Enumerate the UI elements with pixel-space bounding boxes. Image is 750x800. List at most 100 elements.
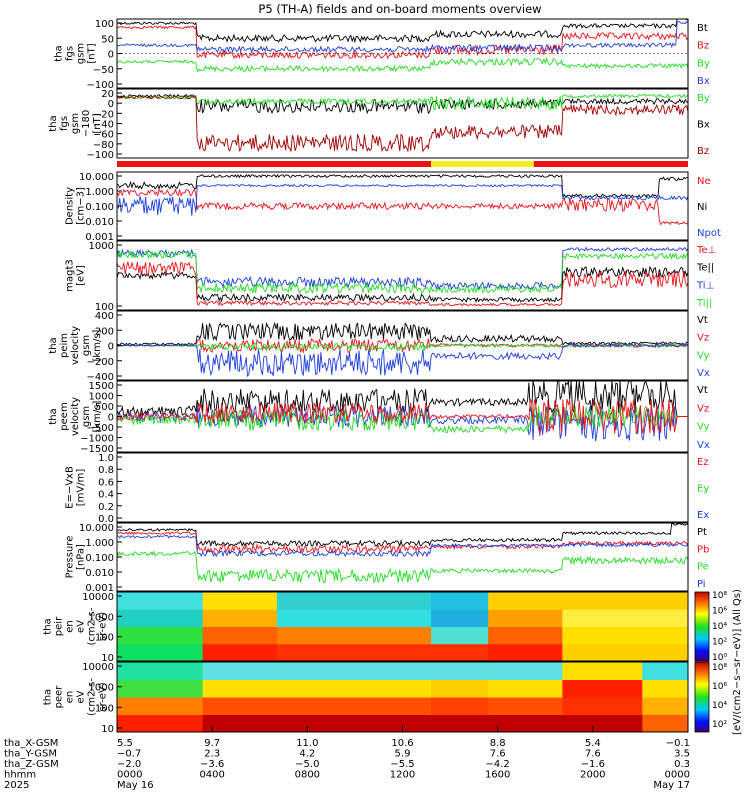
y-tick-label: 1000 [89,612,114,623]
legend-entry: Ez [697,457,709,468]
x-row-value: 3.5 [674,749,690,760]
colorbar-tick: 10⁰ [712,653,727,663]
spectrogram-band [202,697,432,715]
spectrogram-band [642,714,689,733]
fgs-trace-black [116,18,689,44]
x-row-value: −3.6 [200,759,224,770]
y-tick-label: 1000 [89,241,114,252]
mode-bar-segment [117,161,432,167]
y-tick-label: 200 [95,326,114,337]
x-row-value: 7.6 [490,749,506,760]
spectrogram-band [117,697,204,715]
spectrogram-band [562,609,689,627]
y-tick-label: 500 [95,402,114,413]
y-axis-label: Pressure [65,536,76,579]
x-row-value: −5.0 [295,759,319,770]
temperature-trace-green [116,250,689,295]
y-tick-label: −1000 [80,434,114,445]
legend-entry: Vy [697,422,710,433]
pressure-trace-green [116,550,689,584]
spectrogram-band [431,714,489,733]
legend-entry: By [697,58,710,69]
y-tick-label: 1.000 [85,538,114,549]
y-axis-label: gsm [70,113,81,134]
y-axis-label: peim [59,333,70,358]
y-axis-label: tha [48,337,59,353]
y-tick-label: 1000 [89,392,114,403]
x-row-value: 8.8 [490,738,506,749]
x-row-value: 10.6 [391,738,413,749]
spectrogram-band [117,679,204,698]
y-axis-label: eV [76,620,87,633]
spectrogram-band [488,626,563,645]
spectrogram-band [276,609,432,627]
legend-entry: Ey [697,484,709,495]
spectrogram-band [562,643,689,662]
y-axis-label: gsm [76,43,87,64]
y-tick-label: 0.6 [98,477,114,488]
spectrogram-band [488,662,563,680]
y-tick-label: −40 [93,120,114,131]
legend-entry: Npot [697,228,721,239]
x-row-value: −0.1 [666,738,690,749]
x-row-value: 11.0 [296,738,318,749]
y-tick-label: 1.0 [98,453,114,464]
spectrogram-band [488,643,563,662]
spectrogram-band [488,679,563,698]
y-tick-label: −400 [87,372,114,383]
efield-frame [116,452,689,523]
x-row-value: 2000 [580,770,605,781]
y-tick-label: 0 [108,50,114,61]
colorbar-bottom [694,661,710,733]
y-tick-label: −20 [93,109,114,120]
x-row-value: 1200 [390,770,415,781]
spectrogram-band [117,662,204,680]
fgs-trace-green [116,57,689,73]
legend-entry: Vt [697,315,708,326]
spectrogram-band [202,679,432,698]
legend-entry: Vz [697,333,709,344]
y-tick-label: 10 [101,724,114,735]
peim-velocity-trace-black [116,321,689,346]
fgs-trace-red [116,25,689,60]
y-tick-label: 0 [108,99,114,110]
y-axis-label: fgs [65,46,76,61]
spectrogram-band [562,662,643,680]
x-row-value: 5.9 [395,749,411,760]
temperature-trace-red [116,261,689,307]
y-tick-label: −100 [87,80,114,91]
y-axis-label: [km/s] [92,400,103,432]
x-row-value: 4.2 [299,749,315,760]
y-axis-label: magt3 [65,259,76,292]
spectrogram-band [562,697,643,715]
x-row-value: 2.3 [204,749,220,760]
density-trace-red [116,188,689,226]
colorbar-tick: 10⁸ [712,591,727,601]
spectrogram-band [117,609,204,627]
y-tick-label: 0.001 [85,232,114,243]
legend-entry: Pb [697,544,709,555]
spectrogram-band [117,714,204,733]
y-tick-label: 10 [101,653,114,664]
legend-entry: Pt [697,527,707,538]
y-tick-label: 0.010 [85,568,114,579]
y-tick-label: 0.0 [98,514,114,525]
y-tick-label: 0 [108,413,114,424]
x-row-value: 9.7 [204,738,220,749]
y-tick-label: −80 [93,140,114,151]
y-axis-label: eV [76,690,87,703]
legend-entry: Te⊥ [696,245,716,256]
y-axis-label: [eV] [76,265,87,286]
spectrogram-band [276,643,432,662]
temperature-trace-black [116,265,689,303]
legend-entry: Vy [697,350,710,361]
x-row-label: tha_Z-GSM [4,759,59,770]
y-axis-label: tha [43,618,54,634]
spectrogram-band [202,714,432,733]
x-row-value: 5.4 [585,738,601,749]
y-axis-label: [nPa] [76,544,87,570]
x-axis-labels: tha_X-GSM 5.5 9.7 11.0 10.6 8.8 5.4 −0.1 tha_Y-G… [4,726,690,791]
